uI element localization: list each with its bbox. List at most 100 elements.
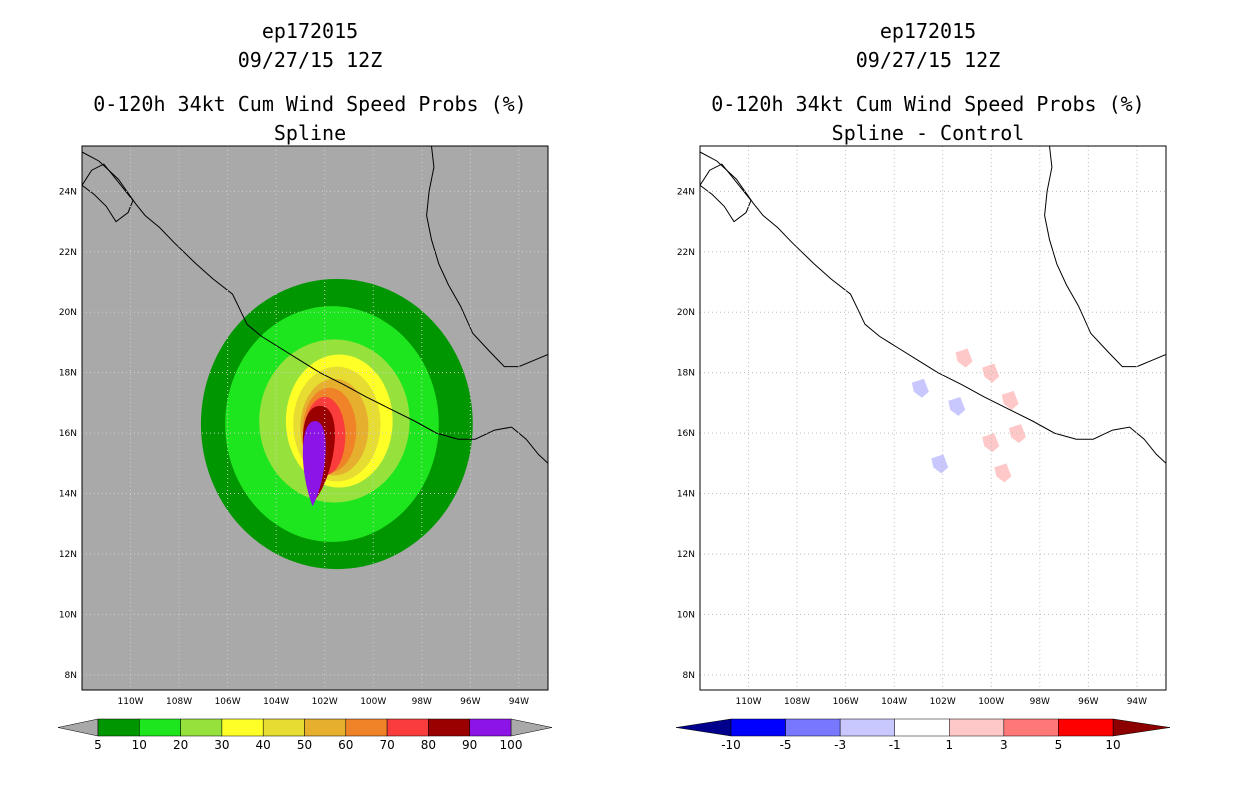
- colorbar-label: 40: [256, 738, 271, 752]
- colorbar-swatch: [730, 718, 786, 737]
- y-tick-label: 10N: [677, 610, 695, 620]
- colorbar-swatch: [1003, 718, 1059, 737]
- anomaly-patch: [955, 348, 973, 368]
- right-chart-subtitle: Spline - Control: [831, 121, 1025, 145]
- colorbar-swatch: [304, 718, 347, 737]
- anomaly-patch: [1001, 390, 1019, 410]
- y-tick-label: 12N: [59, 550, 77, 560]
- colorbar-label: 30: [214, 738, 229, 752]
- colorbar-swatch: [180, 718, 223, 737]
- anomaly-patch: [982, 363, 1000, 383]
- anomaly-patch: [1008, 424, 1026, 444]
- colorbar-high-arrow: [1112, 718, 1171, 737]
- colorbar-label: 5: [1055, 738, 1063, 752]
- right-datetime: 09/27/15 12Z: [855, 48, 1001, 72]
- right-chart-title: 0-120h 34kt Cum Wind Speed Probs (%): [711, 92, 1145, 116]
- colorbar-label: 50: [297, 738, 312, 752]
- colorbar-label: 5: [94, 738, 102, 752]
- y-tick-label: 10N: [59, 610, 77, 620]
- colorbar-label: 90: [462, 738, 477, 752]
- anomaly-patch: [994, 463, 1012, 483]
- coastline: [426, 146, 548, 368]
- spline-probability-map: 110W 108W 106W 104W 102W 100W 98W 96W 94W 8N 10N 12…: [57, 145, 553, 752]
- colorbar-label: 100: [500, 738, 523, 752]
- colorbar-label: 70: [379, 738, 394, 752]
- colorbar-swatch: [345, 718, 388, 737]
- left-storm-id: ep172015: [261, 19, 359, 43]
- colorbar-swatch: [785, 718, 841, 737]
- y-tick-label: 20N: [59, 308, 77, 318]
- colorbar-swatch: [386, 718, 429, 737]
- plot-background: [700, 146, 1166, 690]
- left-chart-title: 0-120h 34kt Cum Wind Speed Probs (%): [93, 92, 527, 116]
- coastline: [700, 151, 1166, 464]
- x-tick-label: 110W: [736, 697, 762, 707]
- y-tick-label: 18N: [677, 369, 695, 379]
- colorbar-label: 10: [1105, 738, 1120, 752]
- colorbar-swatch: [262, 718, 305, 737]
- x-tick-label: 96W: [460, 697, 480, 707]
- colorbar-label: 3: [1000, 738, 1008, 752]
- x-tick-label: 102W: [312, 697, 338, 707]
- x-tick-label: 108W: [166, 697, 192, 707]
- anomaly-patch: [931, 454, 949, 474]
- colorbar-swatch: [949, 718, 1005, 737]
- colorbar-label: 1: [945, 738, 953, 752]
- y-tick-label: 8N: [65, 671, 77, 681]
- x-tick-label: 100W: [978, 697, 1004, 707]
- y-tick-label: 22N: [677, 248, 695, 258]
- x-tick-label: 104W: [263, 697, 289, 707]
- colorbar-label: -3: [834, 738, 846, 752]
- x-tick-label: 96W: [1078, 697, 1098, 707]
- y-tick-label: 16N: [677, 429, 695, 439]
- x-tick-label: 100W: [360, 697, 386, 707]
- y-tick-label: 24N: [59, 187, 77, 197]
- colorbar-low-arrow: [57, 718, 99, 737]
- y-tick-label: 22N: [59, 248, 77, 258]
- colorbar-swatch: [894, 718, 950, 737]
- colorbar-low-arrow: [675, 718, 732, 737]
- x-tick-label: 108W: [784, 697, 810, 707]
- left-datetime: 09/27/15 12Z: [237, 48, 383, 72]
- x-tick-label: 106W: [215, 697, 241, 707]
- colorbar-swatch: [469, 718, 512, 737]
- contour-90: [302, 421, 326, 507]
- x-tick-label: 94W: [509, 697, 529, 707]
- y-tick-label: 24N: [677, 187, 695, 197]
- colorbar-label: 80: [421, 738, 436, 752]
- y-tick-label: 14N: [677, 490, 695, 500]
- plot-frame: [699, 145, 1167, 691]
- colorbar-swatch: [139, 718, 181, 737]
- colorbar-swatch: [221, 718, 264, 737]
- colorbar-label: -10: [721, 738, 741, 752]
- colorbar-label: 20: [173, 738, 188, 752]
- spline-minus-control-map: 110W 108W 106W 104W 102W 100W 98W 96W 94W8N10N12…: [675, 145, 1171, 752]
- x-tick-label: 98W: [412, 697, 432, 707]
- anomaly-patch: [911, 378, 929, 398]
- colorbar-swatch: [97, 718, 140, 737]
- x-tick-label: 110W: [118, 697, 144, 707]
- x-tick-label: 102W: [930, 697, 956, 707]
- y-tick-label: 16N: [59, 429, 77, 439]
- colorbar-swatch: [1058, 718, 1114, 737]
- anomaly-patch: [948, 396, 966, 416]
- plot-frame: [81, 145, 549, 691]
- colorbar-high-arrow: [510, 718, 553, 737]
- left-chart-subtitle: Spline: [273, 121, 347, 145]
- y-tick-label: 8N: [683, 671, 695, 681]
- coastline: [82, 163, 134, 223]
- colorbar-label: 10: [132, 738, 147, 752]
- x-tick-label: 94W: [1127, 697, 1147, 707]
- colorbar-label: -5: [780, 738, 792, 752]
- y-tick-label: 14N: [59, 490, 77, 500]
- coastline: [700, 163, 752, 223]
- y-tick-label: 12N: [677, 550, 695, 560]
- colorbar-label: 60: [338, 738, 353, 752]
- y-tick-label: 18N: [59, 369, 77, 379]
- coastline: [82, 151, 548, 464]
- colorbar-label: -1: [889, 738, 901, 752]
- right-storm-id: ep172015: [879, 19, 977, 43]
- y-tick-label: 20N: [677, 308, 695, 318]
- x-tick-label: 106W: [833, 697, 859, 707]
- colorbar-swatch: [839, 718, 895, 737]
